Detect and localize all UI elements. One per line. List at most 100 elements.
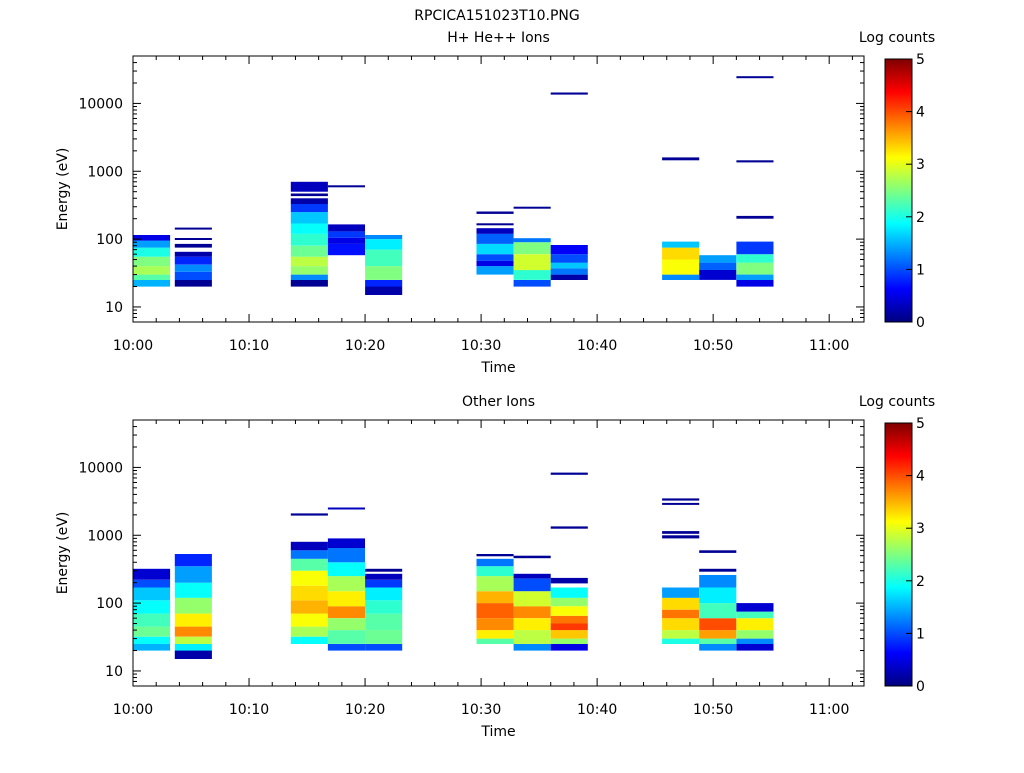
- spectrogram-cell: [174, 644, 212, 651]
- spectrogram-cell: [550, 606, 588, 616]
- spectrogram-cell: [736, 603, 774, 612]
- spectrogram-cell: [662, 502, 700, 505]
- spectrogram-cell: [327, 591, 365, 607]
- spectrogram-cell: [133, 636, 171, 644]
- spectrogram-cell: [736, 611, 774, 619]
- spectrogram-cell: [736, 638, 774, 644]
- spectrogram-cell: [513, 254, 551, 271]
- spectrogram-cell: [513, 206, 551, 209]
- spectrogram-cell: [174, 554, 212, 567]
- spectrogram-cell: [476, 266, 514, 275]
- colorbar-tick-label: 3: [916, 157, 925, 173]
- y-tick-label: 100: [96, 596, 123, 612]
- panel-2-frame: [132, 419, 865, 687]
- spectrogram-cell: [327, 224, 365, 232]
- spectrogram-cell: [133, 274, 171, 280]
- spectrogram-cell: [290, 181, 328, 192]
- spectrogram-cell: [513, 644, 551, 651]
- spectrogram-cell: [476, 630, 514, 639]
- spectrogram-cell: [365, 600, 403, 614]
- spectrogram-cell: [476, 554, 514, 557]
- spectrogram-cell: [513, 238, 551, 243]
- spectrogram-cell: [327, 576, 365, 592]
- spectrogram-cell: [476, 254, 514, 261]
- panel-2-colorbar: 0 1 2 3 4 5 Log counts: [859, 394, 935, 695]
- y-tick-label: 10000: [78, 460, 123, 476]
- spectrogram-cell: [513, 573, 551, 579]
- spectrogram-cell: [736, 280, 774, 287]
- spectrogram-cell: [133, 568, 171, 580]
- colorbar-tick-label: 5: [916, 416, 925, 432]
- y-tick-label: 10: [105, 300, 123, 316]
- spectrogram-cell: [290, 585, 328, 601]
- spectrogram-cell: [327, 231, 365, 238]
- spectrogram-cell: [290, 613, 328, 627]
- spectrogram-cell: [513, 280, 551, 287]
- spectrogram-cell: [174, 613, 212, 627]
- spectrogram-cell: [174, 243, 212, 248]
- spectrogram-cell: [550, 268, 588, 275]
- spectrogram-cell: [736, 241, 774, 255]
- spectrogram-cell: [290, 274, 328, 280]
- spectrogram-cell: [513, 591, 551, 607]
- spectrogram-cell: [290, 280, 328, 287]
- spectrogram-cell: [736, 630, 774, 639]
- x-tick-label: 11:00: [809, 702, 849, 718]
- spectrogram-cell: [133, 626, 171, 637]
- spectrogram-cell: [550, 254, 588, 263]
- spectrogram-cell: [513, 578, 551, 592]
- spectrogram-cell: [365, 587, 403, 601]
- spectrogram-cell: [662, 618, 700, 631]
- spectrogram-cell: [327, 548, 365, 563]
- x-tick-label: 10:40: [577, 702, 617, 718]
- spectrogram-cell: [736, 215, 774, 219]
- spectrogram-cell: [736, 160, 774, 163]
- colorbar-label: Log counts: [859, 394, 935, 410]
- spectrogram-cell: [174, 650, 212, 659]
- spectrogram-cell: [290, 600, 328, 614]
- spectrogram-cell: [327, 538, 365, 548]
- spectrogram-cell: [550, 638, 588, 644]
- spectrogram-cell: [513, 630, 551, 644]
- spectrogram-cell: [133, 235, 171, 241]
- spectrogram-cell: [133, 600, 171, 614]
- y-tick-label: 1000: [87, 528, 123, 544]
- spectrogram-cell: [699, 262, 737, 270]
- spectrogram-cell: [662, 609, 700, 619]
- spectrogram-cell: [699, 270, 737, 280]
- spectrogram-cell: [476, 211, 514, 214]
- spectrogram-cell: [365, 568, 403, 572]
- spectrogram-cell: [550, 587, 588, 598]
- spectrogram-cell: [550, 92, 588, 95]
- spectrogram-cell: [290, 570, 328, 586]
- spectrogram-cell: [365, 630, 403, 644]
- spectrogram-cell: [133, 613, 171, 627]
- spectrogram-cell: [699, 255, 737, 263]
- spectrogram-cell: [365, 579, 403, 588]
- colorbar-tick-label: 5: [916, 52, 925, 68]
- spectrogram-cell: [133, 644, 171, 651]
- spectrogram-cell: [476, 558, 514, 567]
- spectrogram-cell: [476, 233, 514, 244]
- spectrogram-cell: [476, 603, 514, 619]
- spectrogram-cell: [174, 227, 212, 230]
- spectrogram-cell: [290, 245, 328, 257]
- colorbar-tick-label: 4: [916, 105, 925, 121]
- spectrogram-cell: [327, 562, 365, 577]
- spectrogram-cell: [736, 262, 774, 275]
- spectrogram-cell: [662, 259, 700, 275]
- spectrogram-cell: [327, 630, 365, 644]
- x-tick-label: 10:00: [113, 338, 153, 354]
- panel-1-plot: 10:00 10:10 10:20 10:30 10:40 10:50 11:00 10 100…: [55, 30, 865, 376]
- spectrogram-cell: [736, 76, 774, 79]
- spectrogram-cell: [365, 644, 403, 651]
- spectrogram-cell: [699, 630, 737, 639]
- spectrogram-cell: [699, 638, 737, 644]
- spectrogram-cell: [290, 193, 328, 197]
- spectrogram-cell: [174, 582, 212, 598]
- spectrogram-cell: [174, 280, 212, 287]
- x-tick-label: 10:30: [461, 702, 501, 718]
- spectrogram-cell: [290, 198, 328, 204]
- x-tick-label: 10:20: [345, 702, 385, 718]
